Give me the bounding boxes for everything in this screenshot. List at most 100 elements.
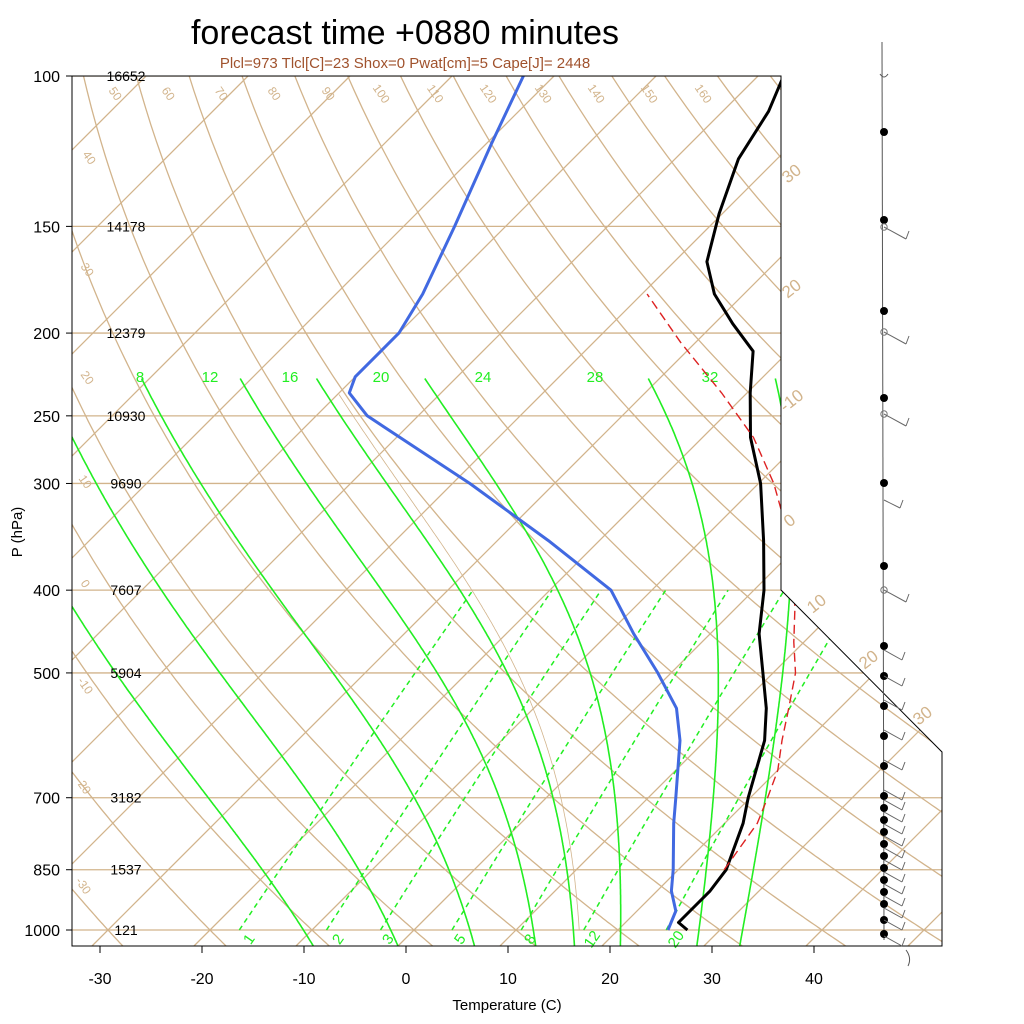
wind-barb [883,811,903,823]
pressure-tick-label: 150 [33,219,60,236]
dry-adiabat-label: 150 [638,81,661,106]
wind-barb-flag [901,651,906,661]
mixing-ratio-line [325,589,553,931]
pressure-tick-label: 500 [33,666,60,683]
dry-adiabat-line [72,76,330,946]
mixing-ratio-label: 3 [379,931,398,948]
wind-barb [883,499,901,509]
dry-adiabat-label: 70 [212,84,231,103]
moist-adiabat-line [647,378,720,946]
wind-level-dot [880,307,888,315]
wind-level-dot [880,394,888,402]
pressure-tick-label: 400 [33,583,60,600]
wind-barb-flag [901,701,906,711]
pressure-tick-label: 700 [33,791,60,808]
wind-barb [883,871,903,883]
dry-adiabat-line [187,76,942,946]
wind-barb [883,789,903,801]
mixing-ratio-label: 2 [329,931,348,948]
dry-adiabat-label: 120 [477,81,500,106]
dry-adiabat-line [72,76,537,946]
wind-barb [883,226,907,240]
moist-adiabat-label: 20 [373,369,390,386]
moist-adiabat-line [315,378,576,946]
wind-level-dot [880,840,888,848]
wind-level-dot [880,792,888,800]
wind-level-dot [880,702,888,710]
pressure-tick-label: 250 [33,409,60,426]
dry-adiabat-label: 130 [532,81,555,106]
dry-adiabat-line [72,76,434,946]
wind-barb [883,835,903,847]
wind-level-dot [880,852,888,860]
moist-adiabat-line [239,378,537,946]
height-label: 5904 [110,665,141,681]
reference-curve [338,394,580,930]
dry-adiabat-label: 100 [370,81,393,106]
pressure-tick-label: 200 [33,326,60,343]
mixing-ratio-line [451,589,667,931]
height-label: 16652 [107,68,146,84]
y-axis-label: P (hPa) [9,507,26,558]
dry-adiabat-label: 160 [692,81,715,106]
moist-adiabat-line [424,378,622,946]
wind-barb [883,859,903,871]
wind-barb-flag [901,791,906,801]
temperature-tick-label: 20 [601,971,619,988]
dry-adiabat-line [398,76,942,946]
height-label: 1537 [110,862,141,878]
dry-adiabat-line [661,76,942,946]
wind-barb [883,649,903,661]
dry-adiabat-line [925,76,942,946]
wind-barb-flag [901,909,906,919]
wind-barb [883,799,903,811]
moist-adiabat-label: 24 [475,369,492,386]
wind-level-dot [880,479,888,487]
isotherm-line [193,76,942,946]
dry-adiabat-label: -20 [73,775,95,798]
dry-adiabat-label: 80 [265,84,284,103]
moist-adiabat-line [140,378,476,946]
moist-adiabat-line [72,378,314,946]
wind-surface-mark [905,949,911,967]
isotherm-line [72,76,759,946]
dry-adiabat-label: -10 [75,675,97,698]
wind-level-ring [880,223,888,231]
moist-adiabat-label: 16 [282,369,299,386]
mixing-ratio-label: 5 [451,931,470,948]
wind-barb [883,331,907,345]
wind-barb-flag [901,897,906,907]
temperature-tick-label: 40 [805,971,823,988]
wind-calm-mark [879,73,889,78]
mixing-ratio-line [665,589,859,931]
x-axis-label: Temperature (C) [452,997,561,1014]
wind-barb-flag [905,593,910,603]
isotherm-label: 10 [803,590,830,617]
wind-barb [883,699,903,711]
temperature-tick-label: -20 [190,971,213,988]
dry-adiabat-line [82,76,743,946]
isotherm-label: 30 [909,702,936,729]
wind-staff [881,41,885,941]
temperature-tick-label: -30 [88,971,111,988]
wind-barb [883,935,903,947]
dry-adiabat-line [72,76,227,946]
wind-level-dot [880,762,888,770]
moist-adiabat-label: 12 [202,369,219,386]
wind-barb [883,759,903,771]
parcel-line [646,293,797,871]
mixing-ratio-label: 8 [521,931,540,948]
wind-barb-flag [901,861,906,871]
wind-level-ring [880,328,888,336]
chart-title: forecast time +0880 minutes [191,14,619,52]
wind-barb-flag [905,417,910,427]
dry-adiabat-line [134,76,846,946]
isotherm-line [72,76,453,946]
temperature-tick-label: -10 [292,971,315,988]
pressure-tick-label: 850 [33,863,60,880]
height-label: 121 [114,922,138,938]
sounding-lines [347,76,797,932]
pressure-tick-label: 300 [33,476,60,493]
